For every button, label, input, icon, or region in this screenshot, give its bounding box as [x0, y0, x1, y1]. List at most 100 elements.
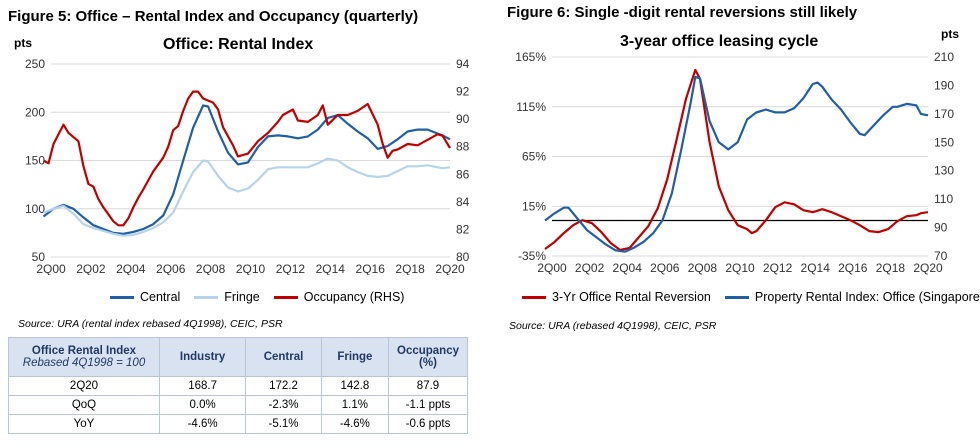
table-row: YoY -4.6% -5.1% -4.6% -0.6 ppts	[8, 414, 468, 434]
table-header-central: Central	[245, 337, 322, 377]
x-axis-tick-label: 2Q02	[76, 262, 106, 275]
legend-swatch-central	[110, 295, 134, 299]
x-axis-tick-label: 2Q00	[36, 262, 66, 275]
table-row-label: QoQ	[8, 395, 160, 415]
table-row: QoQ 0.0% -2.3% 1.1% -1.1 ppts	[8, 395, 468, 415]
legend-label-central: Central	[140, 290, 181, 304]
x-axis-tick-label: 2Q04	[116, 262, 146, 275]
x-axis-tick-label: 2Q12	[763, 261, 793, 275]
table-cell: -4.6%	[158, 414, 247, 434]
left-axis-tick-label: 250	[25, 57, 45, 71]
figure-6-right-unit: pts	[941, 27, 959, 41]
figure-6-source: Source: URA (rebased 4Q1998), CEIC, PSR	[509, 320, 717, 332]
table-cell: -1.1 ppts	[388, 395, 468, 415]
table-cell: 168.7	[158, 376, 247, 396]
table-cell: 1.1%	[320, 395, 390, 415]
legend-swatch-fringe	[194, 295, 219, 299]
right-axis-tick-label: 70	[934, 249, 948, 263]
series-line-occupancy-rhs	[42, 90, 451, 227]
legend-swatch-occupancy	[273, 295, 298, 299]
right-axis-tick-label: 130	[934, 164, 954, 178]
x-axis-tick-label: 2Q14	[801, 261, 831, 275]
left-axis-tick-label: 15%	[522, 199, 546, 213]
table-header-title: Office Rental Index	[31, 345, 137, 357]
right-axis-tick-label: 110	[934, 192, 953, 206]
table-row-label: 2Q20	[8, 376, 160, 396]
right-axis-tick-label: 86	[456, 167, 470, 181]
series-line-fringe	[43, 157, 451, 237]
legend-item-reversion: 3-Yr Office Rental Reversion	[522, 290, 711, 304]
legend-item-occupancy: Occupancy (RHS)	[273, 290, 405, 304]
table-header-fringe: Fringe	[320, 337, 390, 377]
left-axis-tick-label: 115%	[516, 100, 546, 114]
x-axis-tick-label: 2Q02	[575, 261, 605, 275]
figure-5-left-unit: pts	[14, 36, 32, 50]
right-axis-tick-label: 82	[456, 222, 470, 236]
x-axis-tick-label: 2Q04	[613, 261, 643, 275]
left-axis-tick-label: 100	[25, 202, 45, 216]
table-cell: 0.0%	[158, 395, 247, 415]
left-axis-tick-label: 150	[25, 154, 45, 168]
right-axis-tick-label: 90	[456, 112, 470, 126]
left-axis-tick-label: 165%	[515, 50, 546, 64]
rental-index-table: Office Rental Index Rebased 4Q1998 = 100…	[8, 337, 468, 434]
table-header-label: Office Rental Index Rebased 4Q1998 = 100	[8, 337, 160, 377]
right-axis-tick-label: 210	[934, 50, 954, 64]
legend-swatch-reversion	[522, 295, 546, 299]
table-cell: 87.9	[388, 376, 468, 396]
left-axis-tick-label: 65%	[522, 150, 546, 164]
legend-label-property-index: Property Rental Index: Office (Singapore…	[754, 290, 980, 304]
table-cell: -5.1%	[245, 414, 322, 434]
x-axis-tick-label: 2Q10	[236, 262, 266, 275]
table-header-occupancy: Occupancy (%)	[388, 337, 468, 377]
x-axis-tick-label: 2Q18	[395, 262, 425, 275]
right-axis-tick-label: 90	[934, 221, 948, 235]
series-line-central	[42, 104, 451, 235]
figure-5-heading: Figure 5: Office – Rental Index and Occu…	[8, 8, 419, 25]
legend-swatch-property-index	[724, 295, 749, 299]
table-header-sublabel: Rebased 4Q1998 = 100	[22, 357, 146, 369]
table-row-label: YoY	[8, 414, 160, 434]
x-axis-tick-label: 2Q06	[156, 262, 186, 275]
figure-5-chart-title: Office: Rental Index	[163, 36, 314, 53]
figure-5-chart: 50 100 150 200 250 80 82 84 86 88 90 92 94 2Q00 2Q02 2Q…	[25, 57, 470, 275]
right-axis-tick-label: 84	[456, 195, 470, 209]
right-axis-tick-label: 80	[456, 250, 470, 264]
table-cell: 142.8	[320, 376, 390, 396]
x-axis-tick-label: 2Q08	[688, 261, 718, 275]
table-header-row: Office Rental Index Rebased 4Q1998 = 100…	[8, 337, 468, 377]
x-axis-tick-label: 2Q20	[435, 262, 465, 275]
table-cell: -2.3%	[245, 395, 322, 415]
right-axis-tick-label: 170	[934, 107, 954, 121]
figure-5-legend: Central Fringe Occupancy (RHS)	[110, 290, 418, 304]
x-axis-tick-label: 2Q14	[316, 262, 346, 275]
legend-label-fringe: Fringe	[224, 290, 260, 304]
legend-item-property-index: Property Rental Index: Office (Singapore…	[724, 290, 980, 304]
right-axis-tick-label: 88	[456, 140, 470, 154]
left-axis-tick-label: 200	[25, 105, 45, 119]
legend-label-occupancy: Occupancy (RHS)	[303, 290, 405, 304]
series-line-property-rental-index-office-singapore	[544, 75, 929, 253]
table-row: 2Q20 168.7 172.2 142.8 87.9	[8, 376, 468, 396]
table-cell: -0.6 ppts	[388, 414, 468, 434]
series-line-3-yr-office-rental-reversion	[544, 68, 929, 252]
x-axis-tick-label: 2Q16	[356, 262, 386, 275]
right-axis-tick-label: 92	[456, 85, 470, 99]
table-cell: -4.6%	[320, 414, 390, 434]
right-axis-tick-label: 94	[456, 57, 470, 71]
left-axis-tick-label: 50	[32, 250, 46, 264]
x-axis-tick-label: 2Q12	[276, 262, 306, 275]
legend-label-reversion: 3-Yr Office Rental Reversion	[552, 290, 711, 304]
figure-6-heading: Figure 6: Single -digit rental reversion…	[507, 4, 858, 21]
x-axis-tick-label: 2Q16	[838, 261, 868, 275]
figure-6-chart-title: 3-year office leasing cycle	[620, 33, 819, 50]
table-header-industry: Industry	[158, 337, 247, 377]
x-axis-tick-label: 2Q08	[196, 262, 226, 275]
right-axis-tick-label: 190	[934, 78, 954, 92]
figure-6-legend: 3-Yr Office Rental Reversion Property Re…	[522, 290, 980, 304]
x-axis-tick-label: 2Q20	[913, 261, 943, 275]
right-axis-tick-label: 150	[934, 135, 954, 149]
x-axis-tick-label: 2Q18	[876, 261, 906, 275]
x-axis-tick-label: 2Q10	[725, 261, 755, 275]
figure-5-source: Source: URA (rental index rebased 4Q1998…	[18, 318, 283, 330]
